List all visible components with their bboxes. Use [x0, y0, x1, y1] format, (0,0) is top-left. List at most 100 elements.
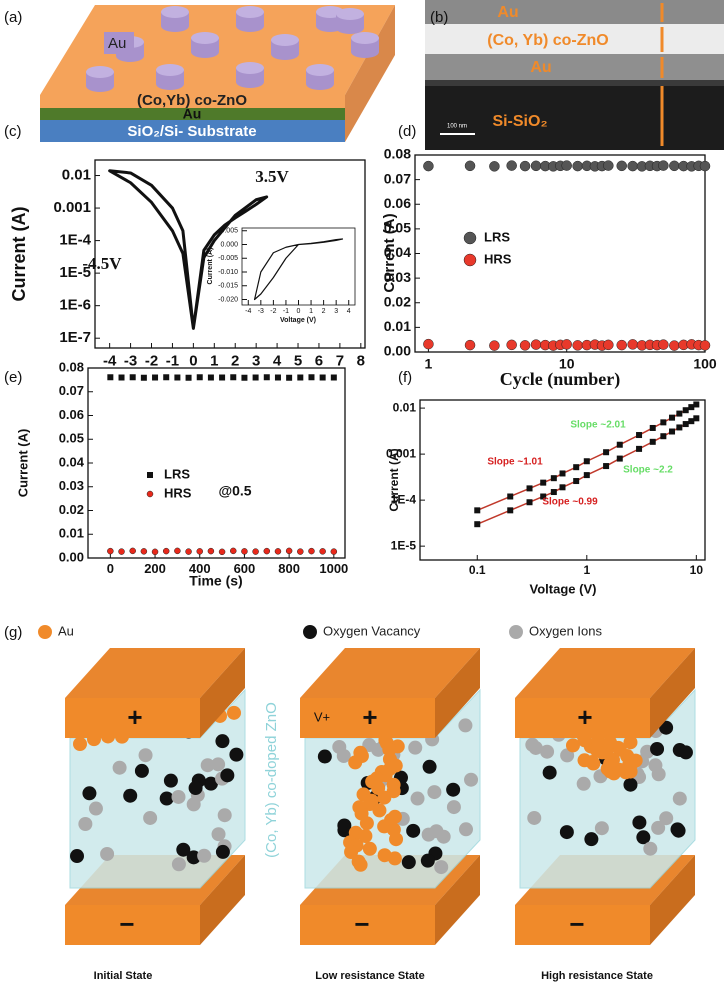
- panel-label: (b): [430, 9, 448, 26]
- label: SiO₂/Si- Substrate: [127, 123, 256, 140]
- au-atom: [590, 743, 605, 758]
- marker: [297, 548, 304, 555]
- y-tick-label: 0.000: [220, 241, 238, 248]
- bottom-electrode: [300, 905, 435, 945]
- marker: [627, 160, 638, 172]
- marker: [688, 404, 695, 411]
- bottom-sign: −: [569, 909, 584, 939]
- marker: [474, 507, 481, 514]
- au-atom: [362, 841, 377, 856]
- y-tick-label: 0.00: [384, 343, 411, 359]
- y-axis-label: Current (A): [381, 213, 398, 292]
- x-tick-label: 5: [294, 352, 302, 369]
- marker: [152, 374, 159, 381]
- marker: [676, 424, 683, 431]
- oxygen-vacancy: [188, 780, 203, 795]
- au-atom: [586, 756, 601, 771]
- legend-label: HRS: [164, 485, 192, 500]
- x-tick-label: 10: [690, 563, 704, 577]
- x-tick-label: 800: [278, 561, 300, 576]
- marker: [658, 339, 669, 350]
- x-tick-label: -3: [124, 352, 137, 369]
- marker: [185, 548, 192, 555]
- marker: [219, 374, 226, 381]
- x-tick-label: 400: [189, 561, 211, 576]
- marker: [616, 455, 623, 462]
- marker: [319, 548, 326, 555]
- marker: [669, 414, 676, 421]
- zno-layer: [40, 95, 345, 108]
- electrode: [236, 76, 264, 88]
- x-tick-label: 1: [309, 308, 313, 315]
- y-tick-label: 0.001: [386, 446, 416, 460]
- oxygen-vacancy: [650, 741, 665, 756]
- au-atom: [387, 851, 402, 866]
- au-atom: [389, 832, 404, 847]
- marker: [263, 547, 271, 555]
- oxygen-ion: [672, 791, 687, 806]
- oxygen-vacancy: [70, 849, 85, 864]
- top-electrode: [200, 648, 245, 738]
- marker: [616, 339, 627, 351]
- electrode-top: [86, 66, 114, 78]
- marker: [699, 160, 711, 172]
- electrode-top: [306, 64, 334, 76]
- electrode-top: [236, 62, 264, 74]
- y-tick-label: 0.04: [59, 454, 85, 469]
- electrode: [86, 80, 114, 92]
- y-axis-label: Current (A): [15, 429, 30, 498]
- bottom-electrode: [65, 905, 200, 945]
- annotation: 3.5V: [255, 167, 289, 186]
- marker: [330, 374, 337, 381]
- marker: [540, 479, 547, 486]
- annotation: Slope ~1.01: [487, 457, 543, 468]
- voltage-label: V+: [314, 709, 330, 724]
- top-electrode: [435, 648, 480, 738]
- top-electrode: [65, 698, 200, 738]
- marker: [330, 548, 338, 555]
- oxygen-ion: [88, 801, 103, 816]
- x-tick-label: -1: [166, 352, 179, 369]
- electrode: [191, 46, 219, 58]
- marker: [151, 548, 159, 556]
- y-tick-label: -0.020: [218, 296, 238, 303]
- y-axis-label: Current (A): [9, 207, 29, 302]
- oxygen-vacancy: [176, 842, 191, 857]
- oxygen-vacancy: [229, 747, 244, 762]
- x-tick-label: 0: [107, 561, 114, 576]
- au-atom: [565, 738, 580, 753]
- y-tick-label: 0.08: [384, 146, 411, 162]
- y-axis-label: Current (A): [207, 248, 214, 285]
- legend-marker: [303, 625, 317, 639]
- annotation: -4.5V: [82, 254, 122, 273]
- marker: [506, 160, 517, 171]
- x-tick-label: -3: [258, 308, 264, 315]
- oxygen-vacancy: [186, 850, 201, 865]
- label: 100 nm: [447, 124, 467, 130]
- marker: [669, 340, 680, 351]
- au-atom: [603, 756, 618, 771]
- oxygen-vacancy: [559, 825, 574, 840]
- label: (Co,Yb) co-ZnO: [137, 92, 247, 109]
- au-atom: [602, 735, 617, 750]
- au-layer: [40, 108, 345, 120]
- bottom-electrode: [435, 855, 480, 945]
- electrode-top: [161, 6, 189, 18]
- oxygen-vacancy: [670, 822, 685, 837]
- marker: [507, 507, 514, 514]
- y-tick-label: 0.05: [384, 220, 411, 236]
- x-tick-label: 8: [357, 352, 365, 369]
- panel-label: (d): [398, 123, 416, 140]
- oxygen-ion: [138, 748, 153, 763]
- oxygen-ion: [143, 810, 158, 825]
- legend-label: HRS: [484, 251, 512, 266]
- electrode-top: [191, 32, 219, 44]
- au-atom: [359, 816, 374, 831]
- marker: [319, 374, 326, 381]
- top-electrode: [300, 648, 480, 698]
- marker: [572, 340, 583, 351]
- electrode-top: [156, 64, 184, 76]
- marker: [274, 374, 281, 381]
- panel-b: [425, 0, 724, 150]
